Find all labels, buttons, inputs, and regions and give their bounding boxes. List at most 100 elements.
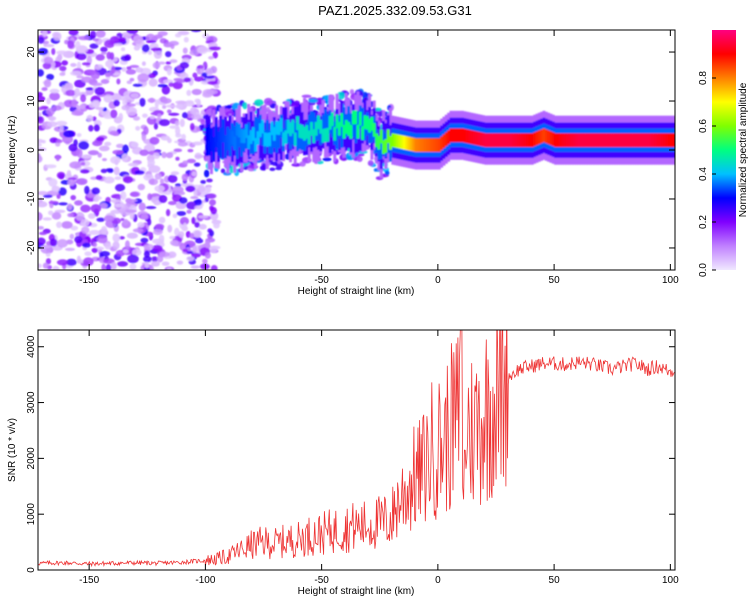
- heatmap-cell: [41, 87, 47, 91]
- spectrogram-ylabel: Frequency (Hz): [7, 116, 18, 185]
- heatmap-cell: [67, 40, 74, 48]
- heatmap-cell: [217, 142, 220, 156]
- heatmap-cell: [35, 112, 41, 117]
- heatmap-cell: [93, 242, 97, 247]
- heatmap-cell: [191, 114, 201, 120]
- heatmap-cell: [183, 48, 188, 54]
- heatmap-cell: [183, 223, 187, 230]
- heatmap-cell: [190, 107, 197, 115]
- heatmap-cell: [133, 84, 143, 87]
- heatmap-cell: [84, 251, 91, 256]
- colorbar-gradient: [712, 30, 736, 270]
- heatmap-cell: [75, 41, 80, 50]
- heatmap-cell: [35, 212, 43, 221]
- y-tick-label: -20: [26, 240, 37, 255]
- heatmap-cell: [88, 213, 96, 219]
- heatmap-cell: [165, 61, 171, 64]
- heatmap-cell: [142, 114, 148, 118]
- heatmap-cell: [104, 177, 115, 184]
- heatmap-cell: [83, 257, 94, 266]
- heatmap-cell: [167, 225, 172, 233]
- heatmap-cell: [207, 81, 218, 85]
- heatmap-cell: [182, 174, 189, 181]
- heatmap-cell: [50, 89, 60, 94]
- heatmap-cell: [359, 112, 362, 126]
- heatmap-cell: [192, 89, 202, 95]
- heatmap-cell: [51, 48, 55, 55]
- heatmap-cell: [170, 240, 179, 246]
- heatmap-cell: [91, 204, 102, 213]
- heatmap-cell: [70, 63, 76, 67]
- heatmap-cell: [76, 178, 87, 185]
- heatmap-cell: [46, 98, 50, 105]
- heatmap-cell: [63, 130, 74, 137]
- heatmap-cell: [88, 125, 93, 132]
- heatmap-cell: [127, 254, 139, 263]
- heatmap-cell: [111, 262, 117, 270]
- x-tick-label: 0: [435, 575, 441, 586]
- heatmap-cell: [140, 238, 148, 243]
- heatmap-cell: [65, 248, 75, 251]
- y-tick-label: -10: [26, 191, 37, 206]
- heatmap-cell: [44, 57, 53, 64]
- heatmap-cell: [34, 139, 43, 143]
- heatmap-cell: [185, 185, 195, 192]
- heatmap-cell: [115, 184, 125, 192]
- heatmap-cell: [119, 113, 123, 121]
- heatmap-cell: [94, 87, 105, 95]
- heatmap-cell: [161, 152, 166, 158]
- heatmap-cell: [147, 159, 155, 166]
- heatmap-cell: [82, 62, 91, 65]
- heatmap-cell: [101, 226, 107, 235]
- heatmap-cell: [110, 156, 121, 164]
- heatmap-cell: [146, 40, 157, 43]
- heatmap-cell: [116, 79, 120, 85]
- heatmap-cell: [205, 127, 208, 141]
- heatmap-cell: [159, 119, 170, 126]
- heatmap-cell: [233, 136, 236, 150]
- heatmap-cell: [178, 231, 184, 238]
- heatmap-cell: [206, 186, 211, 193]
- heatmap-cell: [178, 142, 188, 147]
- heatmap-cell: [80, 94, 86, 102]
- heatmap-cell: [74, 200, 83, 206]
- x-tick-label: -150: [79, 275, 99, 286]
- heatmap-cell: [242, 102, 247, 109]
- heatmap-cell: [213, 222, 220, 229]
- heatmap-cell: [82, 243, 91, 248]
- heatmap-cell: [100, 47, 107, 53]
- heatmap-cell: [142, 61, 146, 66]
- heatmap-cell: [159, 195, 168, 203]
- heatmap-cell: [302, 95, 312, 98]
- heatmap-cell: [209, 246, 218, 253]
- heatmap-cell: [56, 221, 62, 228]
- heatmap-cell: [106, 52, 111, 60]
- heatmap-cell: [118, 37, 126, 42]
- heatmap-cell: [101, 52, 107, 55]
- heatmap-cell: [167, 109, 172, 113]
- heatmap-cell: [91, 72, 100, 80]
- heatmap-cell: [269, 168, 275, 171]
- heatmap-cell: [291, 120, 294, 134]
- heatmap-cell: [154, 185, 165, 192]
- heatmap-cell: [190, 123, 195, 130]
- heatmap-cell: [194, 231, 201, 238]
- y-tick-label: 1000: [26, 503, 37, 526]
- heatmap-cell: [162, 262, 170, 267]
- heatmap-cell: [202, 259, 208, 264]
- heatmap-cell: [91, 187, 99, 194]
- heatmap-cell: [112, 241, 119, 249]
- heatmap-cell: [209, 206, 214, 211]
- heatmap-cell: [71, 111, 83, 116]
- heatmap-cell: [206, 179, 213, 183]
- heatmap-cell: [157, 84, 167, 87]
- heatmap-cell: [143, 256, 152, 262]
- heatmap-cell: [125, 198, 132, 203]
- y-tick-label: 20: [26, 46, 37, 58]
- heatmap-cell: [152, 245, 163, 252]
- heatmap-cell: [91, 248, 97, 253]
- heatmap-cell: [94, 124, 100, 131]
- heatmap-cell: [206, 89, 218, 94]
